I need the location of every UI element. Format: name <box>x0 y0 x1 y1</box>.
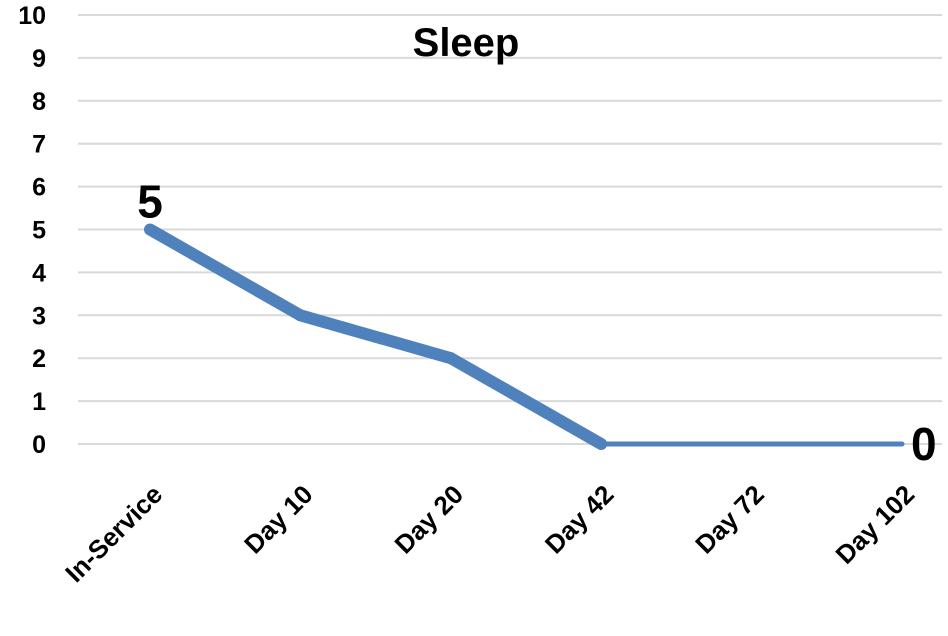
y-axis-ticks: 0 1 2 3 4 5 6 7 8 9 10 <box>18 2 46 459</box>
y-tick-label: 1 <box>32 388 46 416</box>
y-tick-label: 10 <box>18 2 46 30</box>
x-tick-label: In-Service <box>59 479 168 588</box>
data-labels: 50 <box>137 176 936 471</box>
x-axis-ticks: In-Service Day 10 Day 20 Day 42 Day 72 Day 10… <box>59 479 920 588</box>
chart-title: Sleep <box>413 21 520 65</box>
y-tick-label: 3 <box>32 302 46 330</box>
x-tick-label: Day 10 <box>238 479 318 559</box>
series-line <box>144 223 905 450</box>
y-tick-label: 8 <box>32 88 46 116</box>
y-tick-label: 6 <box>32 174 46 202</box>
gridlines <box>78 14 942 445</box>
x-tick-label: Day 72 <box>689 479 769 559</box>
y-tick-label: 2 <box>32 345 46 373</box>
y-tick-label: 4 <box>32 259 46 287</box>
y-tick-label: 0 <box>32 431 46 459</box>
x-tick-label: Day 102 <box>830 479 921 570</box>
data-label: 5 <box>137 176 163 228</box>
line-segment <box>144 223 307 322</box>
x-tick-label: Day 42 <box>539 479 619 559</box>
x-tick-label: Day 20 <box>389 479 469 559</box>
line-segment <box>444 352 608 450</box>
y-tick-label: 9 <box>32 45 46 73</box>
y-tick-label: 5 <box>32 217 46 245</box>
series-layer <box>144 223 905 450</box>
line-segment <box>294 309 457 365</box>
y-tick-label: 7 <box>32 131 46 159</box>
data-label: 0 <box>911 418 937 470</box>
